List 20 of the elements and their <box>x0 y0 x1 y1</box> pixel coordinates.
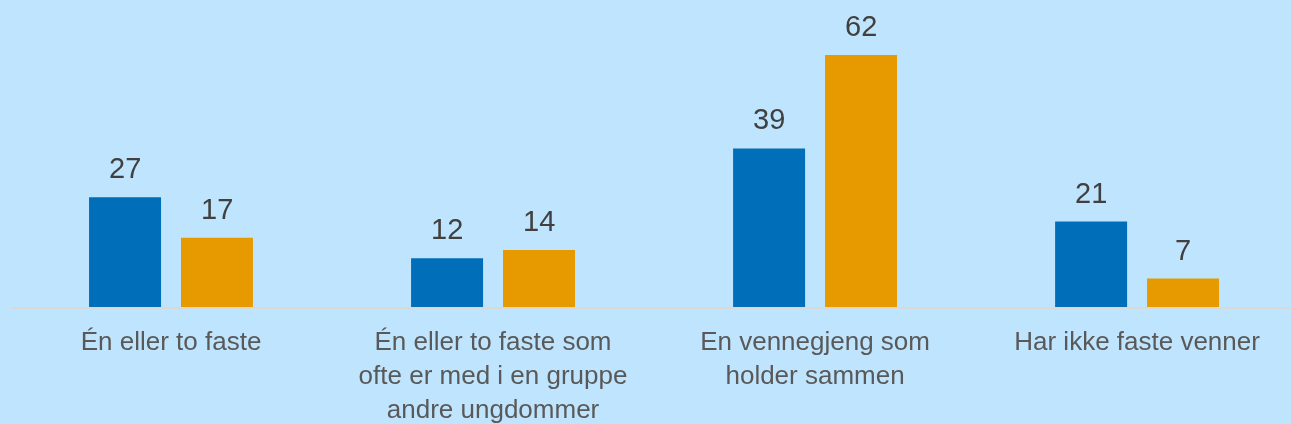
x-tick-label: Én eller to faste som ofte er med i en gruppe andre ungdommer <box>358 326 628 424</box>
data-label: 14 <box>523 205 556 237</box>
data-label: 12 <box>431 213 464 245</box>
bar <box>411 258 484 307</box>
data-label: 7 <box>1175 234 1192 266</box>
bar <box>825 54 898 307</box>
x-tick-label: En vennegjeng som holder sammen <box>700 326 930 390</box>
data-label: 21 <box>1075 177 1108 209</box>
x-tick-label: Har ikke faste venner <box>1014 326 1261 357</box>
bar <box>89 197 162 307</box>
bar <box>733 148 806 307</box>
x-tick-label: Én eller to faste <box>80 326 262 357</box>
data-label: 39 <box>753 103 786 135</box>
bar <box>503 250 575 307</box>
bar <box>1147 278 1220 307</box>
data-label: 27 <box>109 152 142 184</box>
data-label: 17 <box>201 193 234 225</box>
bar <box>1055 221 1128 307</box>
data-label: 62 <box>845 10 878 42</box>
bar <box>180 237 253 307</box>
